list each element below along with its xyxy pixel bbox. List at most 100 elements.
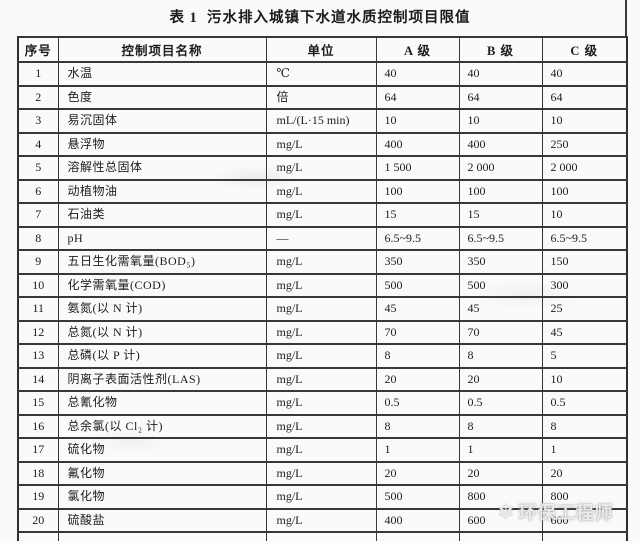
table-row: 9 五日生化需氧量(BOD₅) mg/L 350 350 150 [17,249,628,275]
header-cell: 序号 [17,36,59,63]
grade-b-cell: 70 [458,319,543,345]
grade-c-cell: 300 [541,272,628,298]
item-name-cell: 悬浮物 [57,131,267,157]
table-row: 1 水温 ℃ 40 40 40 [17,61,628,87]
item-name-cell: 硫酸盐 [57,507,267,533]
grade-b-cell: 20 [458,366,543,392]
grade-b-cell: 800 [458,484,543,510]
grade-b-cell: 8 [458,343,543,369]
table-row: 10 化学需氧量(COD) mg/L 500 500 300 [17,272,628,298]
table-row: 11 氨氮(以 N 计) mg/L 45 45 25 [17,296,628,322]
table-row: 4 悬浮物 mg/L 400 400 250 [17,131,628,157]
unit-cell: mg/L [265,249,377,275]
grade-b-cell: 15 [458,202,543,228]
grade-a-cell: 40 [375,61,460,87]
grade-b-cell: 0.5 [458,390,543,416]
grade-b-cell: 1 [458,437,543,463]
item-name-cell: 易沉固体 [57,108,267,134]
grade-c-cell [541,531,628,541]
unit-cell: — [265,225,377,251]
row-index-cell: 7 [17,202,59,228]
grade-b-cell: 600 [458,507,543,533]
unit-cell: mg/L [265,296,377,322]
grade-c-cell: 0.5 [541,390,628,416]
grade-a-cell [375,531,460,541]
table-body: 1 水温 ℃ 40 40 40 2 色度倍 64 64 64 3 易沉固体 mL/(L·15 min) 10… [17,61,628,541]
grade-c-cell: 150 [541,249,628,275]
item-name-cell: 色度 [57,84,267,110]
table-row: 5 溶解性总固体 mg/L 1 500 2 000 2 000 [17,155,628,181]
table-row: 3 易沉固体 mL/(L·15 min) 10 10 10 [17,108,628,134]
row-index-cell: 13 [17,343,59,369]
item-name-cell: 总氮(以 N 计) [57,319,267,345]
grade-a-cell: 8 [375,343,460,369]
item-name-cell: 石油类 [57,202,267,228]
grade-c-cell: 64 [541,84,628,110]
unit-cell: mg/L [265,390,377,416]
table-row: 17 硫化物 mg/L 1 1 1 [17,437,628,463]
grade-a-cell: 10 [375,108,460,134]
table-row: 13 总磷(以 P 计) mg/L 8 8 5 [17,343,628,369]
item-name-cell [57,531,267,541]
row-index-cell: 6 [17,178,59,204]
grade-b-cell: 20 [458,460,543,486]
watermark-text: 环保工程师 [518,503,614,523]
header-cell: C 级 [541,36,628,63]
table-row: 6 动植物油 mg/L 100 100 100 [17,178,628,204]
row-index-cell: 14 [17,366,59,392]
grade-b-cell: 8 [458,413,543,439]
table-title: 表 1 污水排入城镇下水道水质控制项目限值 [169,10,471,26]
grade-c-cell: 6.5~9.5 [541,225,628,251]
table-row: 20 硫酸盐 mg/L 400 600 600 [17,507,628,533]
grade-b-cell: 45 [458,296,543,322]
item-name-cell: 氟化物 [57,460,267,486]
table-row: 14 阴离子表面活性剂(LAS) mg/L 20 20 10 [17,366,628,392]
grade-a-cell: 100 [375,178,460,204]
item-name-cell: 硫化物 [57,437,267,463]
item-name-cell: 氯化物 [57,484,267,510]
grade-c-cell: 40 [541,61,628,87]
grade-b-cell: 350 [458,249,543,275]
table-row: 18 氟化物 mg/L 20 20 20 [17,460,628,486]
grade-c-cell: 10 [541,366,628,392]
grade-b-cell: 500 [458,272,543,298]
row-index-cell: 15 [17,390,59,416]
unit-cell: mg/L [265,460,377,486]
table-row: 12 总氮(以 N 计) mg/L 70 70 45 [17,319,628,345]
unit-cell: mg/L [265,178,377,204]
row-index-cell [17,531,59,541]
table-row: 2 色度倍 64 64 64 [17,84,628,110]
grade-c-cell: 25 [541,296,628,322]
header-cell: 单位 [265,36,377,63]
item-name-cell: 化学需氧量(COD) [57,272,267,298]
item-name-cell: 动植物油 [57,178,267,204]
header-cell: 控制项目名称 [57,36,267,63]
grade-c-cell: 600 [541,507,628,533]
grade-a-cell: 500 [375,272,460,298]
item-name-cell: pH [57,225,267,251]
row-index-cell: 20 [17,507,59,533]
item-name-cell: 氨氮(以 N 计) [57,296,267,322]
grade-c-cell: 2 000 [541,155,628,181]
grade-b-cell: 40 [458,61,543,87]
grade-b-cell [458,531,543,541]
unit-cell: mg/L [265,319,377,345]
grade-b-cell: 64 [458,84,543,110]
item-name-cell: 阴离子表面活性剂(LAS) [57,366,267,392]
grade-c-cell: 8 [541,413,628,439]
grade-a-cell: 1 500 [375,155,460,181]
table-row: 15 总氰化物 mg/L 0.5 0.5 0.5 [17,390,628,416]
unit-cell: mL/(L·15 min) [265,108,377,134]
watermark: ❄ 环保工程师 [497,499,614,525]
unit-cell: mg/L [265,272,377,298]
grade-a-cell: 500 [375,484,460,510]
grade-c-cell: 45 [541,319,628,345]
table-row: 7 石油类 mg/L 15 15 10 [17,202,628,228]
unit-cell: mg/L [265,155,377,181]
unit-cell: mg/L [265,366,377,392]
grade-c-cell: 250 [541,131,628,157]
item-name-cell: 总氰化物 [57,390,267,416]
unit-cell: mg/L [265,202,377,228]
item-name-cell: 总余氯(以 Cl₂ 计) [57,413,267,439]
